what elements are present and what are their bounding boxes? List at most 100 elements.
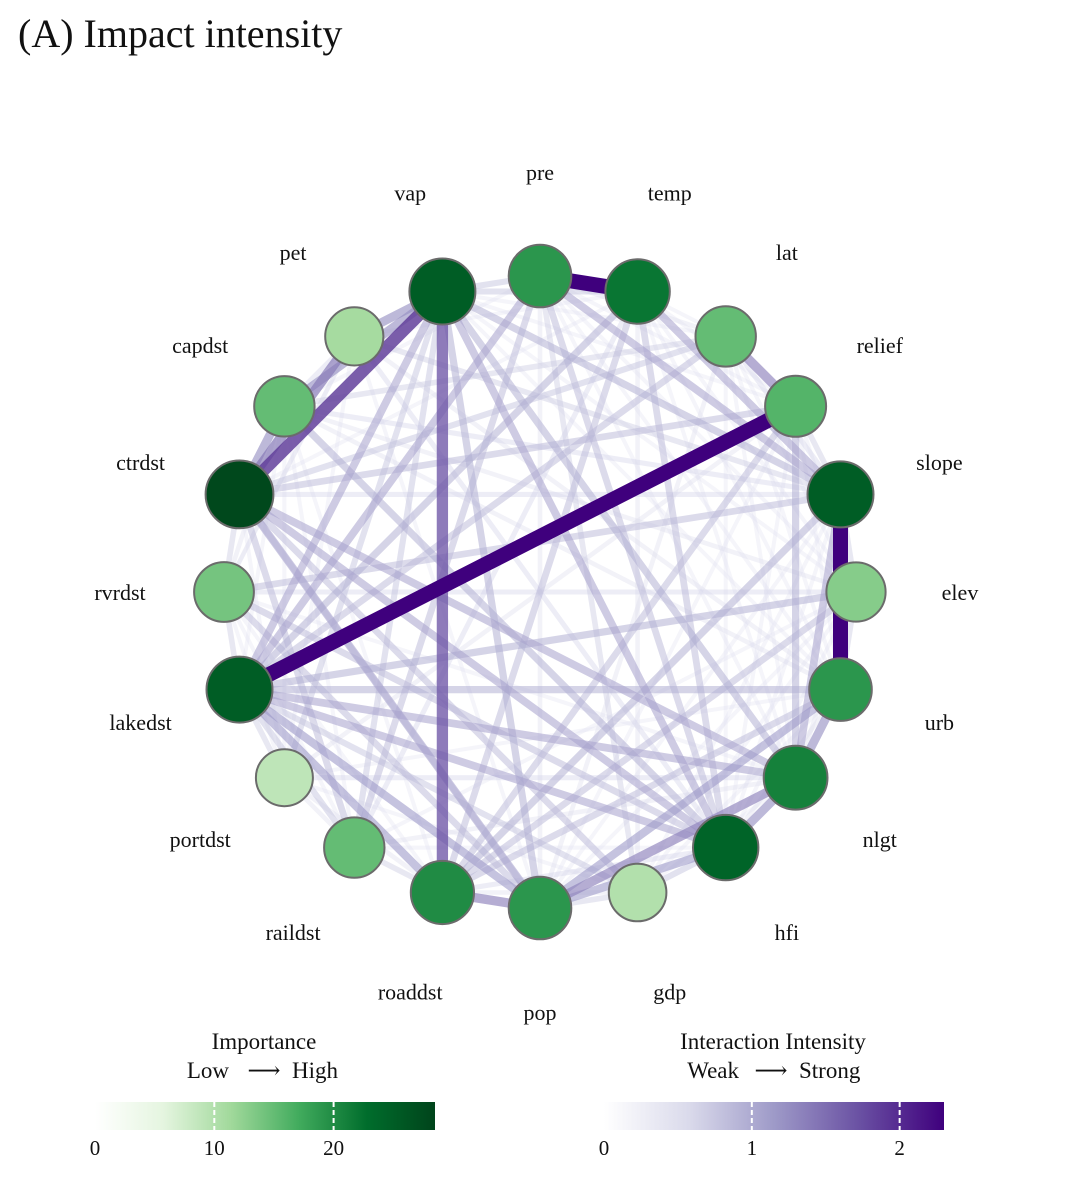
edge-lat-nlgt — [723, 334, 798, 780]
node-label-relief: relief — [857, 333, 904, 358]
edge-portdst-vap — [281, 288, 446, 781]
importance-tick-label: 10 — [204, 1136, 225, 1160]
edge-pre-urb — [538, 274, 843, 692]
edge-nlgt-raildst — [351, 775, 798, 850]
node-label-roaddst: roaddst — [378, 979, 443, 1004]
legend-importance: Importance Low ⟶ High 0 10 20 — [90, 1029, 435, 1160]
importance-tick-label: 0 — [90, 1136, 101, 1160]
node-label-lakedst: lakedst — [109, 710, 171, 735]
edge-rvrdst-hfi — [220, 588, 730, 851]
edge-pet-rvrdst — [221, 334, 357, 595]
edge-rvrdst-pet — [222, 334, 357, 594]
node-label-raildst: raildst — [266, 920, 321, 945]
edge-vap-lakedst — [235, 287, 447, 694]
legend-interaction-title: Interaction Intensity — [680, 1029, 866, 1054]
node-label-elev: elev — [942, 580, 979, 605]
legend-importance-low: Low — [187, 1058, 230, 1083]
edge-temp-urb — [635, 289, 843, 692]
node-label-pet: pet — [280, 240, 307, 265]
edge-lakedst-pop — [235, 685, 545, 913]
node-slope — [806, 460, 875, 529]
edge-ctrdst-pop — [235, 490, 544, 912]
edge-temp-nlgt — [635, 289, 798, 780]
edge-relief-hfi — [723, 404, 798, 850]
nodes-layer — [193, 243, 887, 941]
edge-vap-elev — [440, 289, 858, 594]
node-label-capdst: capdst — [172, 333, 228, 358]
edge-relief-lakedst — [232, 398, 804, 698]
edge-slope-roaddst — [438, 490, 845, 897]
node-hfi — [692, 813, 760, 882]
node-label-temp: temp — [648, 181, 692, 206]
interaction-tick-label: 1 — [747, 1136, 758, 1160]
node-pre — [507, 243, 573, 309]
edge-lakedst-roaddst — [235, 685, 447, 897]
node-ctrdst — [204, 459, 275, 530]
node-rvrdst — [193, 561, 255, 623]
node-label-pop: pop — [524, 1000, 557, 1025]
node-roaddst — [409, 859, 475, 926]
node-raildst — [323, 816, 386, 879]
node-relief — [764, 374, 828, 438]
interaction-tick-label: 2 — [894, 1136, 905, 1160]
node-label-slope: slope — [916, 450, 962, 475]
edge-elev-pop — [538, 590, 858, 910]
interaction-tick-label: 0 — [599, 1136, 610, 1160]
edge-vap-nlgt — [438, 287, 800, 782]
node-temp — [604, 258, 671, 325]
labels-layer: pre temp lat relief slope elev urb nlgt hfi gdp po… — [94, 160, 978, 1025]
edge-pre-slope — [536, 272, 845, 499]
edge-pre-relief — [538, 274, 798, 409]
node-gdp — [607, 862, 668, 923]
node-vap — [408, 257, 477, 326]
node-pet — [324, 306, 385, 367]
node-urb — [808, 657, 873, 722]
node-label-gdp: gdp — [653, 979, 686, 1004]
node-pop — [507, 875, 573, 941]
edge-capdst-lat — [281, 333, 729, 410]
edge-pre-lakedst — [235, 272, 544, 694]
legend-interaction-colorbar — [604, 1102, 944, 1130]
legend-importance-high: High — [292, 1058, 339, 1083]
node-elev — [825, 561, 887, 623]
edge-temp-elev — [635, 289, 858, 594]
edge-pop-urb — [535, 685, 845, 913]
edge-lakedst-hfi — [235, 685, 730, 852]
node-nlgt — [762, 744, 829, 811]
edge-relief-roaddst — [439, 402, 799, 896]
edge-ctrdst-nlgt — [235, 490, 800, 782]
node-lat — [694, 305, 757, 368]
node-label-vap: vap — [394, 181, 426, 206]
edge-urb-capdst — [282, 403, 843, 692]
legend-importance-arrow: ⟶ — [248, 1058, 281, 1083]
node-label-lat: lat — [776, 240, 798, 265]
legend-importance-colorbar — [95, 1102, 435, 1130]
edge-roaddst-capdst — [282, 404, 445, 895]
edge-slope-hfi — [723, 492, 843, 850]
legend-interaction: Interaction Intensity Weak ⟶ Strong 0 1 2 — [599, 1029, 944, 1160]
edge-temp-raildst — [351, 288, 641, 851]
legend-interaction-arrow: ⟶ — [755, 1058, 788, 1083]
legend-interaction-weak: Weak — [687, 1058, 739, 1083]
node-label-nlgt: nlgt — [863, 827, 897, 852]
edge-pop-nlgt — [535, 773, 801, 913]
edge-temp-slope — [633, 287, 845, 499]
legend-importance-title: Importance — [212, 1029, 317, 1054]
node-label-rvrdst: rvrdst — [94, 580, 145, 605]
node-label-portdst: portdst — [170, 827, 231, 852]
edges-layer — [220, 268, 860, 913]
node-label-pre: pre — [526, 160, 554, 185]
edge-ctrdst-hfi — [235, 490, 730, 852]
edge-lat-pop — [537, 334, 729, 911]
edge-vap-hfi — [438, 287, 730, 852]
node-label-hfi: hfi — [775, 920, 799, 945]
edge-vap-ctrdst — [233, 285, 449, 501]
edge-pre-hfi — [536, 272, 730, 851]
edge-pre-elev — [538, 274, 858, 594]
edge-lat-ctrdst — [236, 333, 729, 498]
edge-elev-roaddst — [439, 588, 860, 896]
node-lakedst — [205, 655, 274, 724]
node-label-ctrdst: ctrdst — [116, 450, 165, 475]
edge-raildst-rvrdst — [222, 590, 357, 850]
